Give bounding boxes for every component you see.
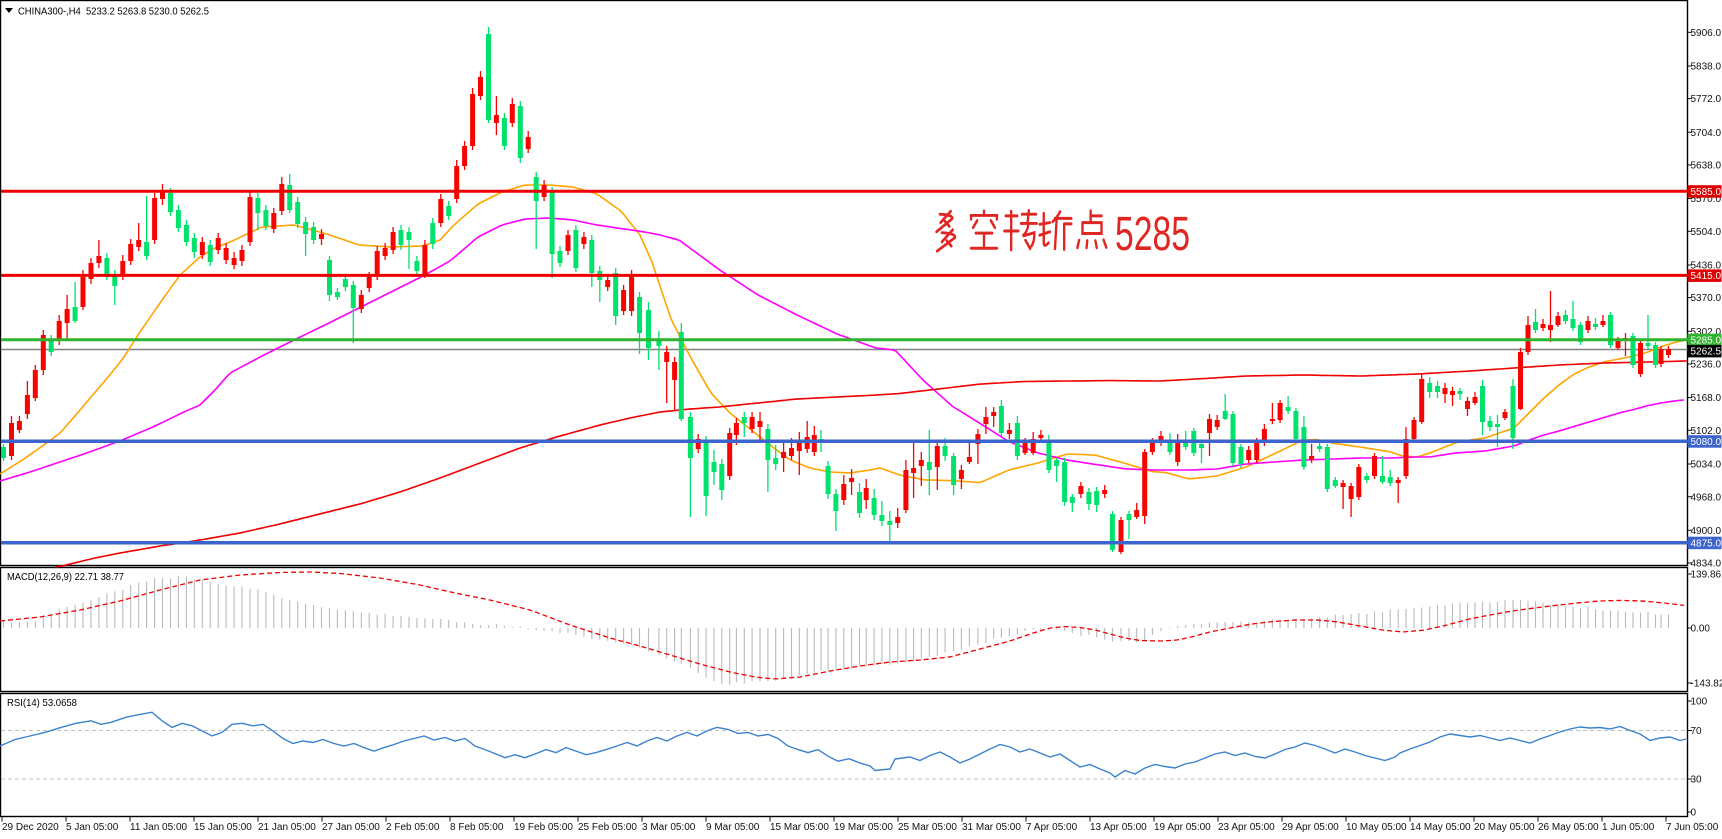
svg-text:31 Mar 05:00: 31 Mar 05:00 (962, 822, 1021, 833)
svg-text:4968.0: 4968.0 (1691, 492, 1722, 503)
svg-text:5102.0: 5102.0 (1691, 426, 1722, 437)
svg-text:5638.0: 5638.0 (1691, 161, 1722, 172)
svg-text:5236.0: 5236.0 (1691, 360, 1722, 371)
svg-text:4875.0: 4875.0 (1691, 539, 1722, 550)
svg-text:5370.0: 5370.0 (1691, 293, 1722, 304)
svg-text:9 Mar 05:00: 9 Mar 05:00 (706, 822, 760, 833)
svg-text:5772.0: 5772.0 (1691, 94, 1722, 105)
svg-text:19 Apr 05:00: 19 Apr 05:00 (1154, 822, 1211, 833)
svg-text:70: 70 (1691, 726, 1703, 737)
svg-text:11 Jan 05:00: 11 Jan 05:00 (130, 822, 188, 833)
svg-text:29 Apr 05:00: 29 Apr 05:00 (1282, 822, 1339, 833)
svg-text:RSI(14) 53.0658: RSI(14) 53.0658 (7, 697, 77, 709)
svg-text:15 Mar 05:00: 15 Mar 05:00 (770, 822, 829, 833)
svg-text:5080.0: 5080.0 (1691, 437, 1722, 448)
svg-text:139.86: 139.86 (1691, 570, 1722, 581)
svg-text:0.00: 0.00 (1691, 624, 1711, 635)
svg-text:21 Jan 05:00: 21 Jan 05:00 (258, 822, 316, 833)
svg-text:5285.0: 5285.0 (1691, 336, 1722, 347)
svg-text:10 May 05:00: 10 May 05:00 (1346, 822, 1407, 833)
svg-text:100: 100 (1691, 697, 1708, 708)
svg-text:7 Jun 05:00: 7 Jun 05:00 (1666, 822, 1719, 833)
svg-text:5704.0: 5704.0 (1691, 128, 1722, 139)
svg-text:5436.0: 5436.0 (1691, 261, 1722, 272)
svg-text:5168.0: 5168.0 (1691, 393, 1722, 404)
svg-text:14 May 05:00: 14 May 05:00 (1410, 822, 1471, 833)
svg-text:5838.0: 5838.0 (1691, 62, 1722, 73)
svg-text:26 May 05:00: 26 May 05:00 (1538, 822, 1599, 833)
svg-text:-143.82: -143.82 (1691, 679, 1722, 690)
svg-text:0: 0 (1691, 808, 1697, 819)
svg-text:CHINA300-,H4 5233.2 5263.8 52: CHINA300-,H4 5233.2 5263.8 5230.0 5262.5 (18, 6, 209, 18)
svg-text:23 Apr 05:00: 23 Apr 05:00 (1218, 822, 1275, 833)
svg-text:5585.0: 5585.0 (1691, 187, 1722, 198)
svg-text:2 Feb 05:00: 2 Feb 05:00 (386, 822, 440, 833)
svg-text:1 Jun 05:00: 1 Jun 05:00 (1602, 822, 1655, 833)
svg-text:8 Feb 05:00: 8 Feb 05:00 (450, 822, 504, 833)
svg-text:13 Apr 05:00: 13 Apr 05:00 (1090, 822, 1147, 833)
svg-text:5034.0: 5034.0 (1691, 460, 1722, 471)
svg-text:3 Mar 05:00: 3 Mar 05:00 (642, 822, 696, 833)
svg-text:29 Dec 2020: 29 Dec 2020 (2, 822, 59, 833)
svg-text:5504.0: 5504.0 (1691, 227, 1722, 238)
svg-text:15 Jan 05:00: 15 Jan 05:00 (194, 822, 252, 833)
svg-text:4900.0: 4900.0 (1691, 526, 1722, 537)
svg-text:5302.0: 5302.0 (1691, 327, 1722, 338)
svg-text:19 Feb 05:00: 19 Feb 05:00 (514, 822, 573, 833)
svg-text:5906.0: 5906.0 (1691, 28, 1722, 39)
svg-text:5285: 5285 (1115, 208, 1190, 261)
svg-text:25 Feb 05:00: 25 Feb 05:00 (578, 822, 637, 833)
svg-text:5 Jan 05:00: 5 Jan 05:00 (66, 822, 119, 833)
svg-text:5262.5: 5262.5 (1691, 347, 1722, 358)
svg-text:20 May 05:00: 20 May 05:00 (1474, 822, 1535, 833)
svg-text:7 Apr 05:00: 7 Apr 05:00 (1026, 822, 1078, 833)
svg-text:19 Mar 05:00: 19 Mar 05:00 (834, 822, 893, 833)
svg-text:27 Jan 05:00: 27 Jan 05:00 (322, 822, 380, 833)
svg-text:25 Mar 05:00: 25 Mar 05:00 (898, 822, 957, 833)
svg-text:4834.0: 4834.0 (1691, 559, 1722, 570)
svg-text:MACD(12,26,9) 22.71 38.77: MACD(12,26,9) 22.71 38.77 (7, 571, 124, 583)
svg-text:30: 30 (1691, 775, 1703, 786)
svg-text:5415.0: 5415.0 (1691, 271, 1722, 282)
svg-text:5570.0: 5570.0 (1691, 194, 1722, 205)
